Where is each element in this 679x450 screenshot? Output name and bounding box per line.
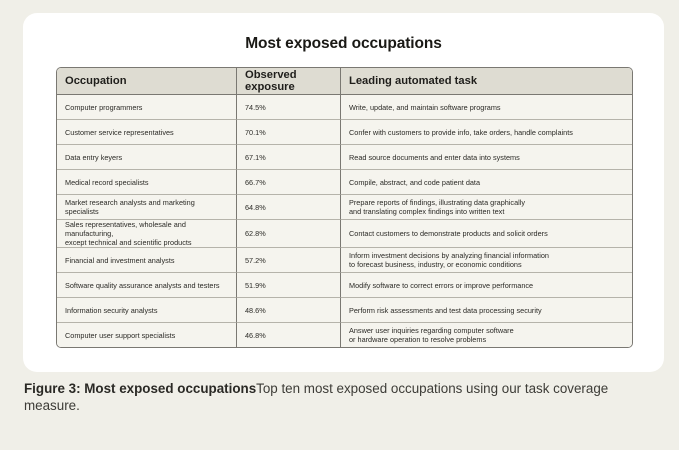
task-cell: Contact customers to demonstrate product… bbox=[340, 220, 632, 248]
table-row: Financial and investment analysts 57.2% In… bbox=[57, 248, 632, 273]
exposure-cell: 66.7% bbox=[236, 170, 340, 195]
exposure-cell: 46.8% bbox=[236, 323, 340, 347]
task-cell: Prepare reports of findings, illustratin… bbox=[340, 195, 632, 220]
column-header-occupation: Occupation bbox=[57, 68, 236, 95]
occupation-cell: Sales representatives, wholesale and man… bbox=[57, 220, 236, 248]
exposure-cell: 57.2% bbox=[236, 248, 340, 273]
table-row: Information security analysts 48.6% Perfor… bbox=[57, 298, 632, 323]
exposure-cell: 48.6% bbox=[236, 298, 340, 323]
exposure-cell: 67.1% bbox=[236, 145, 340, 170]
exposure-cell: 74.5% bbox=[236, 95, 340, 120]
table-row: Software quality assurance analysts and … bbox=[57, 273, 632, 298]
table-row: Customer service representatives 70.1% Con… bbox=[57, 120, 632, 145]
occupations-table: Occupation Observed exposure Leading aut… bbox=[56, 67, 633, 348]
task-cell: Write, update, and maintain software pro… bbox=[340, 95, 632, 120]
figure-card: Most exposed occupations Occupation Obse… bbox=[23, 13, 664, 372]
table-row: Computer user support specialists 46.8% An… bbox=[57, 323, 632, 347]
occupation-cell: Financial and investment analysts bbox=[57, 248, 236, 273]
task-cell: Answer user inquiries regarding computer… bbox=[340, 323, 632, 347]
occupation-cell: Medical record specialists bbox=[57, 170, 236, 195]
task-cell: Inform investment decisions by analyzing… bbox=[340, 248, 632, 273]
caption-text: Top ten most exposed occupations using o… bbox=[24, 381, 609, 413]
task-cell: Perform risk assessments and test data p… bbox=[340, 298, 632, 323]
figure-caption: Figure 3: Most exposed occupationsTop te… bbox=[24, 380, 644, 414]
task-cell: Confer with customers to provide info, t… bbox=[340, 120, 632, 145]
occupation-cell: Customer service representatives bbox=[57, 120, 236, 145]
occupation-cell: Data entry keyers bbox=[57, 145, 236, 170]
exposure-cell: 62.8% bbox=[236, 220, 340, 248]
task-cell: Read source documents and enter data int… bbox=[340, 145, 632, 170]
table-header-row: Occupation Observed exposure Leading aut… bbox=[57, 68, 632, 95]
occupation-cell: Information security analysts bbox=[57, 298, 236, 323]
exposure-cell: 64.8% bbox=[236, 195, 340, 220]
task-cell: Compile, abstract, and code patient data bbox=[340, 170, 632, 195]
occupation-cell: Computer user support specialists bbox=[57, 323, 236, 347]
column-header-task: Leading automated task bbox=[340, 68, 632, 95]
table-row: Sales representatives, wholesale and man… bbox=[57, 220, 632, 248]
table-row: Market research analysts and marketing s… bbox=[57, 195, 632, 220]
occupation-cell: Market research analysts and marketing s… bbox=[57, 195, 236, 220]
figure-title: Most exposed occupations bbox=[245, 35, 442, 52]
exposure-cell: 51.9% bbox=[236, 273, 340, 298]
table-row: Data entry keyers 67.1% Read source docume… bbox=[57, 145, 632, 170]
column-header-exposure: Observed exposure bbox=[236, 68, 340, 95]
table-row: Computer programmers 74.5% Write, update, … bbox=[57, 95, 632, 120]
occupation-cell: Computer programmers bbox=[57, 95, 236, 120]
exposure-cell: 70.1% bbox=[236, 120, 340, 145]
task-cell: Modify software to correct errors or imp… bbox=[340, 273, 632, 298]
occupation-cell: Software quality assurance analysts and … bbox=[57, 273, 236, 298]
caption-title: Figure 3: Most exposed occupations bbox=[24, 381, 257, 396]
table-row: Medical record specialists 66.7% Compile, … bbox=[57, 170, 632, 195]
